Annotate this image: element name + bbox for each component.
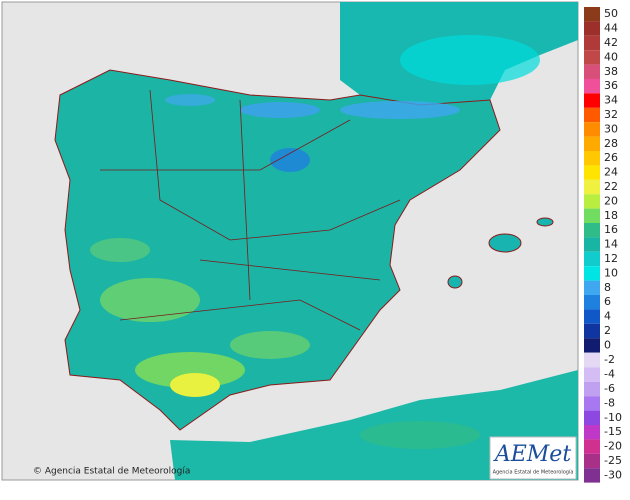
- legend-swatch: [584, 165, 600, 180]
- legend-label: -8: [604, 396, 615, 409]
- legend-swatch: [584, 439, 600, 454]
- cold-area: [240, 102, 320, 118]
- legend-label: 38: [604, 65, 618, 78]
- hot-area: [170, 373, 220, 397]
- legend-label: 50: [604, 7, 618, 20]
- legend-swatch: [584, 266, 600, 281]
- legend-label: 0: [604, 338, 611, 351]
- legend-label: -2: [604, 353, 615, 366]
- legend-label: 32: [604, 108, 618, 121]
- legend-swatch: [584, 179, 600, 195]
- legend-label: -4: [604, 368, 615, 381]
- legend-swatch: [584, 208, 600, 223]
- legend-swatch: [584, 122, 600, 137]
- iberia: [54, 69, 501, 431]
- legend-label: 30: [604, 122, 618, 135]
- legend-label: -10: [604, 411, 622, 424]
- legend-label: -20: [604, 440, 622, 453]
- ibiza: [447, 275, 463, 289]
- legend-label: 36: [604, 79, 618, 92]
- legend-label: 22: [604, 180, 618, 193]
- logo: AEMet Agencia Estatal de Meteorología: [489, 436, 577, 480]
- legend-swatch: [584, 251, 600, 267]
- legend-swatch: [584, 79, 600, 94]
- legend-swatch: [584, 35, 600, 51]
- legend-swatch: [584, 323, 600, 339]
- legend-swatch: [584, 425, 600, 440]
- mallorca: [488, 233, 522, 253]
- warm-area: [100, 278, 200, 322]
- legend-label: 26: [604, 151, 618, 164]
- legend-swatch: [584, 353, 600, 368]
- legend-swatch: [584, 21, 600, 36]
- legend-label: 42: [604, 36, 618, 49]
- legend-swatch: [584, 453, 600, 469]
- legend-swatch: [584, 194, 600, 209]
- province-borders: [100, 89, 401, 331]
- legend-swatch: [584, 237, 600, 252]
- legend-swatch: [584, 396, 600, 411]
- legend-swatch: [584, 367, 600, 382]
- legend-swatch: [584, 64, 600, 79]
- logo-box: [489, 436, 577, 480]
- warm-area: [90, 238, 150, 262]
- legend-swatch: [584, 151, 600, 166]
- legend-swatch: [584, 93, 600, 108]
- legend-swatch: [584, 223, 600, 238]
- legend-label: -25: [604, 454, 622, 467]
- legend-swatch: [584, 381, 600, 397]
- legend-swatch: [584, 410, 600, 425]
- cold-area: [340, 101, 460, 119]
- legend-swatch: [584, 295, 600, 310]
- land: [54, 2, 578, 480]
- legend-label: 20: [604, 194, 618, 207]
- legend-label: 14: [604, 238, 618, 251]
- warm-area: [230, 331, 310, 359]
- legend-label: 4: [604, 310, 611, 323]
- cold-area: [270, 148, 310, 172]
- legend-swatch: [584, 7, 600, 22]
- legend-swatch: [584, 468, 600, 483]
- cool-area: [400, 35, 540, 85]
- north-africa: [170, 370, 578, 480]
- legend-swatch: [584, 309, 600, 324]
- legend-swatch: [584, 280, 600, 295]
- menorca: [536, 217, 554, 227]
- legend-label: 6: [604, 295, 611, 308]
- logo-name: AEMet: [493, 442, 571, 467]
- legend-label: -6: [604, 382, 615, 395]
- legend-label: 40: [604, 50, 618, 63]
- legend-label: -30: [604, 468, 622, 481]
- legend-label: 28: [604, 137, 618, 150]
- warm-area: [360, 421, 480, 449]
- legend: 5044424038363432302826242220181614121086…: [584, 7, 622, 483]
- legend-swatch: [584, 107, 600, 123]
- legend-label: 12: [604, 252, 618, 265]
- legend-swatch: [584, 136, 600, 151]
- legend-swatch: [584, 338, 600, 353]
- legend-label: 16: [604, 223, 618, 236]
- logo-subtitle: Agencia Estatal de Meteorología: [493, 469, 574, 476]
- legend-swatch: [584, 50, 600, 65]
- legend-label: 34: [604, 94, 618, 107]
- copyright: © Agencia Estatal de Meteorología: [33, 467, 190, 477]
- legend-label: 10: [604, 266, 618, 279]
- legend-label: 44: [604, 22, 618, 35]
- cold-area: [165, 94, 215, 106]
- legend-label: 24: [604, 166, 618, 179]
- legend-label: 2: [604, 324, 611, 337]
- legend-label: 8: [604, 281, 611, 294]
- legend-label: 18: [604, 209, 618, 222]
- legend-label: -15: [604, 425, 622, 438]
- warm-area: [135, 352, 245, 388]
